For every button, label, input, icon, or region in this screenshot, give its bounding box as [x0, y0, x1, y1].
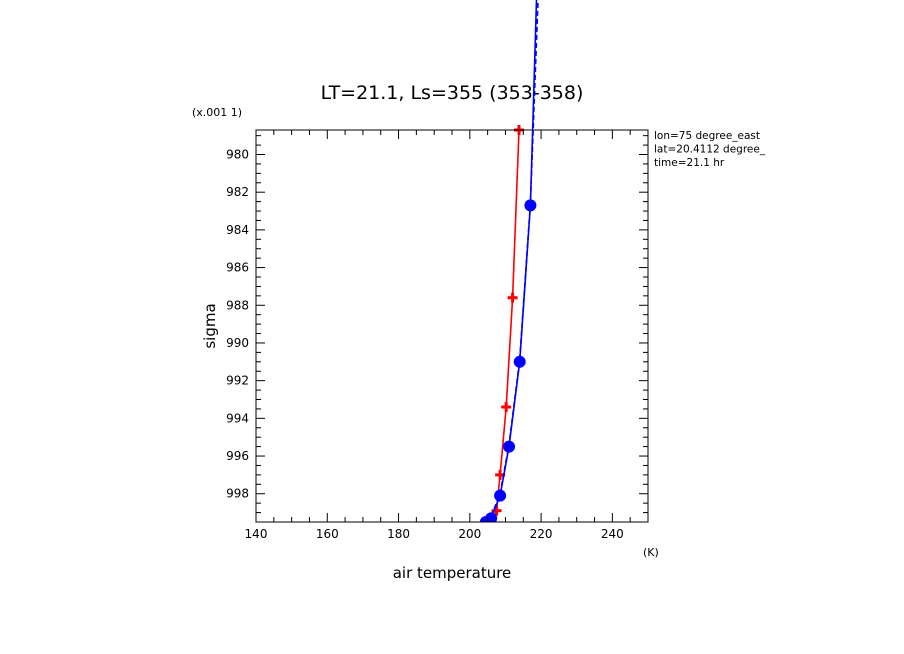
- x-axis-label: air temperature: [393, 564, 512, 582]
- chart-title: LT=21.1, Ls=355 (353-358): [321, 82, 584, 104]
- series-point-0: [507, 292, 518, 303]
- info-annotations: lon=75 degree_east lat=20.4112 degree_tim…: [654, 130, 766, 169]
- y-tick-label: 992: [226, 374, 249, 388]
- y-tick-label: 980: [226, 148, 249, 162]
- x-tick-label: 180: [387, 527, 410, 541]
- series-point-0: [501, 402, 512, 413]
- series-point-0: [491, 505, 502, 516]
- y-unit-label: (x.001 1): [192, 106, 242, 119]
- series-point-1: [513, 355, 526, 368]
- series-line-0: [490, 129, 520, 522]
- plot-frame: [255, 129, 649, 523]
- x-tick-label: 220: [530, 527, 553, 541]
- series-point-1: [494, 489, 507, 502]
- series-layer: [479, 0, 539, 522]
- y-tick-label: 998: [226, 487, 249, 501]
- x-tick-label: 160: [316, 527, 339, 541]
- y-tick-label: 982: [226, 185, 249, 199]
- x-tick-label: 140: [245, 527, 268, 541]
- info-line: lon=75 degree_east: [654, 130, 760, 142]
- x-unit-label: (K): [643, 546, 659, 559]
- y-axis-label: sigma: [201, 303, 219, 348]
- y-tick-label: 988: [226, 298, 249, 312]
- axis-ticks: 140 160 180 200 220 240 980 982 984 986 988 990 992 9…: [226, 130, 649, 541]
- y-tick-label: 984: [226, 223, 249, 237]
- y-tick-label: 996: [226, 449, 249, 463]
- y-tick-label: 994: [226, 411, 249, 425]
- y-tick-label: 990: [226, 336, 249, 350]
- series-point-1: [485, 512, 498, 522]
- x-tick-label: 200: [458, 527, 481, 541]
- info-line: time=21.1 hr: [654, 157, 725, 169]
- info-line: lat=20.4112 degree_: [654, 144, 766, 156]
- series-line-2: [490, 0, 539, 517]
- x-tick-label: 240: [601, 527, 624, 541]
- y-tick-label: 986: [226, 261, 249, 275]
